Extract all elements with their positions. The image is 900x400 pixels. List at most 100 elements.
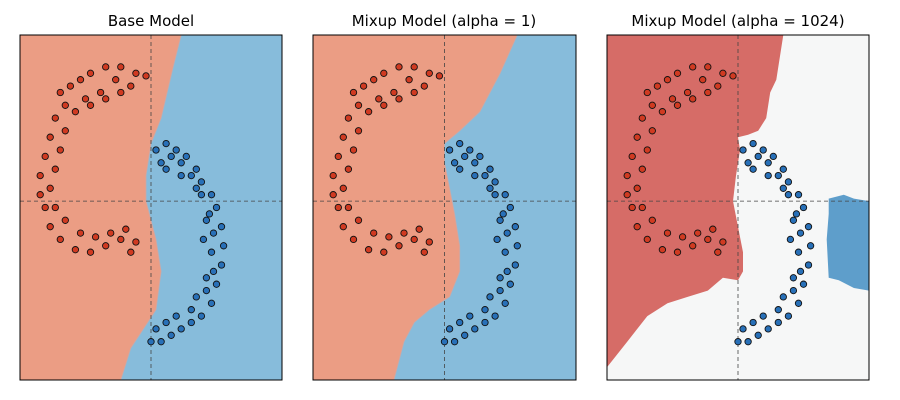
point-blue <box>187 306 195 314</box>
point-red <box>107 229 115 237</box>
point-red <box>76 76 85 84</box>
point-blue <box>764 325 772 333</box>
point-blue <box>799 280 808 288</box>
point-blue <box>217 261 226 269</box>
point-blue <box>177 171 185 180</box>
point-blue <box>207 248 216 256</box>
panel-title-base-model: Base Model <box>108 12 194 30</box>
point-red <box>96 88 105 97</box>
point-red <box>410 88 418 97</box>
point-blue <box>486 184 494 192</box>
panel-base-model: Base Model <box>19 12 283 381</box>
point-blue <box>207 299 216 307</box>
point-red <box>81 95 90 103</box>
point-red <box>102 242 110 250</box>
point-red <box>364 108 373 116</box>
point-blue <box>503 267 511 276</box>
point-blue <box>157 338 165 346</box>
point-blue <box>199 235 208 244</box>
point-red <box>420 82 428 90</box>
point-blue <box>177 159 185 167</box>
point-red <box>689 95 697 103</box>
point-red <box>678 233 687 241</box>
point-blue <box>796 229 805 237</box>
point-blue <box>445 146 454 154</box>
point-red <box>425 69 433 77</box>
region-red <box>20 35 182 380</box>
point-blue <box>506 203 514 212</box>
point-blue <box>513 242 521 250</box>
point-blue <box>197 191 206 199</box>
point-blue <box>486 165 494 173</box>
point-blue <box>466 312 474 320</box>
point-red <box>329 171 337 180</box>
point-blue <box>187 318 195 327</box>
point-blue <box>764 171 772 180</box>
point-red <box>36 191 44 199</box>
point-red <box>623 171 631 180</box>
point-blue <box>511 261 519 269</box>
point-blue <box>806 242 815 250</box>
point-red <box>673 69 682 77</box>
point-blue <box>789 286 798 295</box>
point-red <box>142 72 150 80</box>
point-red <box>628 152 636 161</box>
panel-mixup-alpha-1: Mixup Model (alpha = 1) <box>312 12 577 381</box>
point-red <box>339 184 347 192</box>
point-blue <box>207 191 216 199</box>
point-red <box>633 184 641 192</box>
point-blue <box>202 286 211 295</box>
point-blue <box>177 325 185 333</box>
point-blue <box>209 229 218 237</box>
point-blue <box>784 312 793 320</box>
point-red <box>354 216 363 224</box>
plot-area <box>607 35 869 380</box>
point-red <box>628 203 636 212</box>
point-blue <box>217 223 226 231</box>
point-blue <box>804 261 813 269</box>
point-blue <box>784 178 793 186</box>
point-red <box>370 229 378 237</box>
point-red <box>344 165 353 173</box>
point-blue <box>167 331 175 339</box>
point-blue <box>779 293 787 301</box>
point-red <box>86 101 95 109</box>
point-blue <box>749 139 757 148</box>
point-red <box>117 235 125 244</box>
point-blue <box>209 267 218 276</box>
point-red <box>46 223 54 231</box>
point-red <box>699 76 707 84</box>
point-blue <box>496 216 504 224</box>
point-red <box>354 127 363 135</box>
point-red <box>132 238 140 246</box>
point-blue <box>734 338 742 346</box>
point-red <box>71 246 80 254</box>
point-blue <box>759 146 767 154</box>
axes-frame <box>312 34 577 381</box>
point-blue <box>471 325 479 333</box>
point-blue <box>511 223 519 231</box>
point-blue <box>471 171 479 180</box>
point-blue <box>167 152 175 161</box>
point-blue <box>486 293 494 301</box>
plot-area <box>20 35 282 380</box>
point-red <box>56 235 64 244</box>
point-red <box>683 88 692 97</box>
point-blue <box>481 306 489 314</box>
point-red <box>46 133 54 141</box>
point-red <box>41 152 49 161</box>
point-blue <box>197 312 206 320</box>
point-blue <box>205 210 214 218</box>
point-red <box>46 184 54 192</box>
point-red <box>633 133 641 141</box>
point-blue <box>162 139 170 148</box>
point-blue <box>461 152 469 161</box>
point-red <box>51 165 59 173</box>
point-blue <box>450 338 459 346</box>
point-red <box>339 133 347 141</box>
region-red <box>607 35 784 368</box>
point-red <box>658 108 667 116</box>
point-red <box>658 246 667 254</box>
point-blue <box>212 203 221 212</box>
point-red <box>86 69 95 77</box>
